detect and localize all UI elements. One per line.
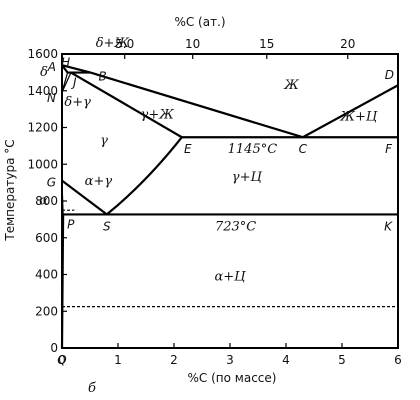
point-label-F: F bbox=[385, 142, 393, 156]
solidus-line-AH bbox=[61, 64, 69, 74]
top-axis-title: %С (ат.) bbox=[174, 15, 225, 29]
point-label-G: G bbox=[47, 176, 56, 190]
delta-side-label: δ bbox=[40, 65, 48, 80]
x-top-tick-label: 5.0 bbox=[115, 37, 134, 51]
x-bottom-tick-label: 4 bbox=[282, 353, 290, 367]
liquidus-line-CD bbox=[302, 84, 399, 139]
alpha-side-label: α bbox=[39, 194, 48, 209]
y-axis-title: Температура °С bbox=[3, 139, 17, 241]
isotherm-temperature-label: 723°C bbox=[215, 219, 256, 234]
solidus-line-JE bbox=[70, 71, 183, 139]
y-tick-label: 800 bbox=[35, 194, 58, 208]
phase-region-label: γ+Ц bbox=[232, 170, 263, 185]
axis-ticks: 0 1 2 3 4 5 65.0 10 15 20020040060080010001200140… bbox=[27, 37, 401, 367]
x-bottom-tick-label: 5 bbox=[338, 353, 346, 367]
phase-boundaries bbox=[60, 64, 399, 349]
phase-region-label: α+γ bbox=[85, 174, 113, 189]
isotherm-temperature-label: 1145°C bbox=[228, 142, 278, 157]
x-bottom-tick-label: 3 bbox=[226, 353, 234, 367]
point-label-K: K bbox=[384, 219, 393, 233]
alpha-boundary-GP bbox=[61, 180, 64, 215]
phase-region-label: α+Ц bbox=[214, 269, 246, 284]
x-top-tick-label: 10 bbox=[185, 37, 200, 51]
phase-region-label: Ж+Ц bbox=[339, 109, 377, 124]
x-bottom-tick-label: 1 bbox=[114, 353, 122, 367]
x-bottom-tick-label: 6 bbox=[394, 353, 402, 367]
point-label-S: S bbox=[103, 219, 111, 233]
point-label-E: E bbox=[184, 142, 192, 156]
acm-line-SE bbox=[106, 136, 183, 216]
y-tick-label: 1600 bbox=[27, 47, 58, 61]
x-top-tick-label: 20 bbox=[340, 37, 355, 51]
point-label-J: J bbox=[71, 76, 77, 90]
delta-boundary-JN bbox=[61, 72, 72, 93]
y-tick-label: 400 bbox=[35, 268, 58, 282]
figure-caption: б bbox=[88, 381, 96, 396]
x-bottom-tick-label: 2 bbox=[170, 353, 178, 367]
point-label-B: B bbox=[99, 70, 107, 84]
x-top-tick-label: 15 bbox=[259, 37, 274, 51]
y-tick-label: 1000 bbox=[27, 157, 58, 171]
phase-region-label: δ+γ bbox=[64, 95, 91, 110]
point-label-C: C bbox=[299, 142, 308, 156]
point-label-H: H bbox=[61, 56, 70, 70]
bottom-axis-title: %С (по массе) bbox=[188, 371, 277, 385]
y-tick-label: 200 bbox=[35, 304, 58, 318]
x-bottom-tick-label: 0 bbox=[58, 353, 66, 367]
plot-frame bbox=[61, 53, 399, 349]
y-tick-label: 1400 bbox=[27, 84, 58, 98]
point-label-N: N bbox=[47, 91, 56, 105]
y-tick-label: 600 bbox=[35, 231, 58, 245]
y-tick-label: 0 bbox=[50, 341, 58, 355]
phase-labels: HJ B A N D E C F G P S K Q Жδ+Ж δ+γ γ+Ж Ж+Ц γ γ+Ц α+γ α+Ц 114… bbox=[39, 36, 394, 367]
point-label-D: D bbox=[385, 68, 394, 82]
liquidus-line-AB bbox=[61, 64, 91, 74]
phase-region-label: δ+Ж bbox=[96, 36, 130, 51]
a3-line-GS bbox=[61, 179, 108, 216]
plot-area bbox=[61, 53, 399, 349]
liquidus-line-BC bbox=[90, 71, 304, 139]
point-label-P: P bbox=[67, 217, 75, 231]
phase-region-label: γ+Ж bbox=[141, 108, 175, 123]
phase-region-label: γ bbox=[100, 133, 108, 148]
y-tick-label: 1200 bbox=[27, 121, 58, 135]
phase-region-label: Ж bbox=[283, 78, 299, 93]
point-label-Q: Q bbox=[57, 353, 66, 367]
point-label-A: A bbox=[47, 60, 56, 74]
solvus-line-PQ bbox=[60, 214, 65, 349]
